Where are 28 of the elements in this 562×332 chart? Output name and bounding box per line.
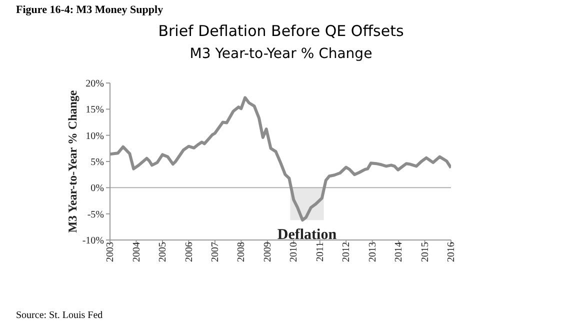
y-tick-label: -10% (82, 236, 104, 247)
x-tick-label: 2009 (262, 242, 274, 262)
chart-title: Brief Deflation Before QE Offsets (157, 22, 405, 40)
caption: Figure 16-4: M3 Money Supply (16, 4, 164, 16)
y-tick-label: 10% (86, 130, 104, 142)
y-tick-label: -5% (87, 209, 104, 220)
x-tick-label: 2011 (314, 242, 326, 262)
y-axis-title: M3 Year-to-Year % Change (65, 90, 80, 233)
x-tick-label: 2013 (367, 242, 378, 262)
y-tick-label: 15% (86, 104, 104, 116)
x-tick-label: 2015 (420, 242, 431, 262)
x-tick-label: 2007 (210, 242, 222, 262)
x-tick-label: 2008 (236, 242, 248, 262)
x-tick-label: 2010 (288, 242, 300, 262)
y-tick-label: 5% (90, 157, 104, 168)
x-tick-label: 2014 (394, 242, 405, 262)
source-note: Source: St. Louis Fed (16, 310, 103, 321)
x-tick-label: 2006 (184, 242, 195, 262)
chart-subtitle: M3 Year-to-Year % Change (188, 46, 374, 62)
x-tick-label: 2005 (158, 242, 169, 262)
y-tick-label: 0% (90, 183, 104, 194)
x-tick-label: 2012 (341, 242, 352, 262)
band-label: Deflation (277, 226, 338, 243)
x-tick-label: 2003 (105, 242, 116, 262)
x-tick-label: 2016 (446, 242, 458, 262)
line-series (110, 96, 451, 222)
y-tick-label: 20% (86, 78, 104, 90)
x-tick-label: 2004 (131, 242, 142, 262)
